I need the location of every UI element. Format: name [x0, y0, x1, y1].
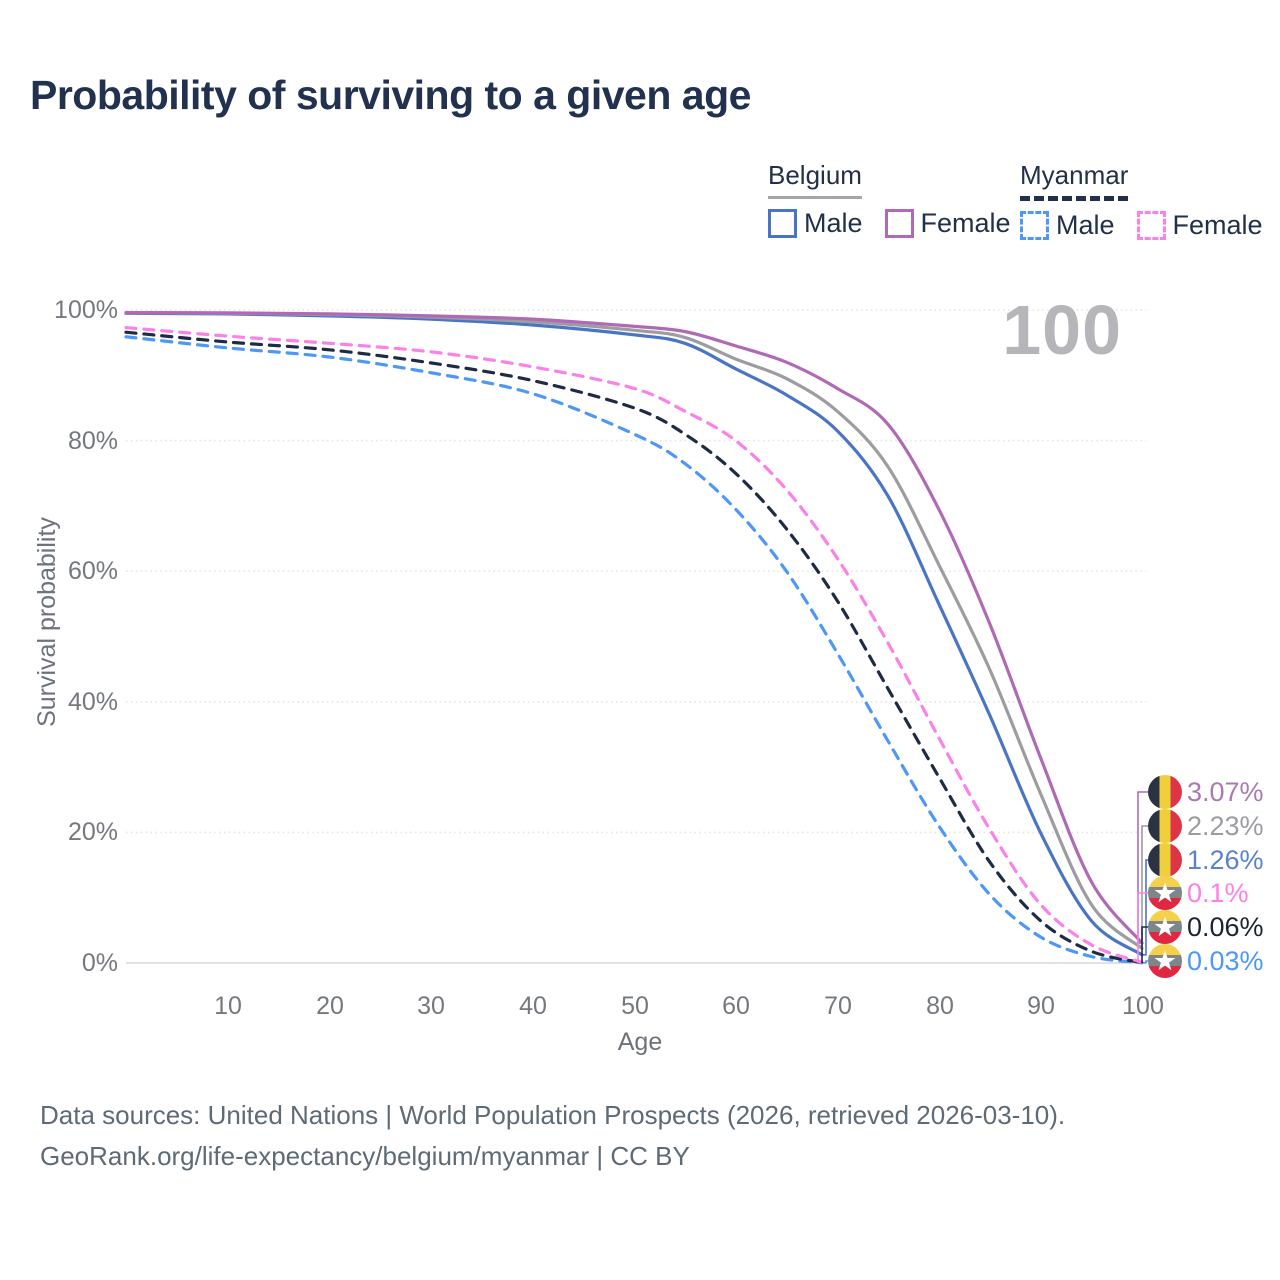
- belgium-flag-icon: [1148, 843, 1182, 877]
- y-tick: 100%: [54, 296, 118, 324]
- end-label-value: 2.23%: [1187, 810, 1264, 841]
- y-axis-title: Survival probability: [33, 517, 61, 727]
- end-label-value: 1.26%: [1187, 844, 1264, 875]
- x-tick: 30: [417, 992, 445, 1020]
- end-label-value: 0.06%: [1187, 911, 1264, 942]
- footer-line-2: GeoRank.org/life-expectancy/belgium/myan…: [40, 1141, 690, 1171]
- x-tick: 90: [1027, 992, 1055, 1020]
- myanmar-male-line-swatch: [1020, 211, 1049, 240]
- y-tick: 20%: [67, 818, 118, 846]
- legend-item-myanmar-female[interactable]: Female: [1136, 210, 1263, 241]
- legend-item-belgium-female[interactable]: Female: [884, 208, 1011, 239]
- myanmar-female-line-swatch: [1136, 211, 1166, 240]
- legend-item-belgium-male[interactable]: Male: [768, 208, 863, 239]
- legend-group-myanmar: Myanmar Male Female: [1020, 160, 1263, 241]
- x-tick: 100: [1122, 992, 1164, 1020]
- y-tick: 40%: [67, 688, 118, 716]
- x-axis-title: Age: [617, 1028, 663, 1056]
- x-tick: 20: [316, 992, 344, 1020]
- x-tick: 60: [722, 992, 750, 1020]
- footer-line-1: Data sources: United Nations | World Pop…: [40, 1100, 1066, 1130]
- end-label-belgium-both: 2.23%: [1148, 808, 1264, 844]
- legend-belgium-header: Belgium: [768, 160, 862, 199]
- myanmar-flag-icon: ★: [1148, 944, 1182, 978]
- end-label-belgium-male: 1.26%: [1148, 842, 1264, 878]
- belgium-male-line-swatch: [768, 209, 797, 238]
- star-icon: ★: [1152, 946, 1178, 976]
- legend-label: Female: [920, 208, 1011, 238]
- x-tick: 50: [621, 992, 649, 1020]
- belgium-flag-icon: [1148, 809, 1182, 843]
- y-tick: 60%: [67, 557, 118, 585]
- end-label-value: 0.1%: [1187, 877, 1249, 908]
- x-tick: 40: [519, 992, 547, 1020]
- myanmar-flag-icon: ★: [1148, 876, 1182, 910]
- legend-label: Male: [804, 208, 863, 238]
- y-tick: 80%: [67, 427, 118, 455]
- star-icon: ★: [1152, 912, 1178, 942]
- end-label-value: 0.03%: [1187, 945, 1264, 976]
- data-sources-footer: Data sources: United Nations | World Pop…: [40, 1095, 1065, 1177]
- x-tick: 70: [824, 992, 852, 1020]
- legend-label: Male: [1056, 210, 1115, 240]
- age-watermark: 100: [1002, 291, 1122, 369]
- end-label-myanmar-male: ★ 0.03%: [1148, 943, 1264, 979]
- x-tick: 80: [926, 992, 954, 1020]
- star-icon: ★: [1152, 878, 1178, 908]
- belgium-female-line-swatch: [884, 209, 914, 238]
- end-label-myanmar-female: ★ 0.1%: [1148, 875, 1249, 911]
- end-label-belgium-female: 3.07%: [1148, 774, 1264, 810]
- myanmar-flag-icon: ★: [1148, 910, 1182, 944]
- y-tick: 0%: [81, 949, 118, 977]
- end-label-myanmar-both: ★ 0.06%: [1148, 909, 1264, 945]
- belgium-flag-icon: [1148, 775, 1182, 809]
- legend-item-myanmar-male[interactable]: Male: [1020, 210, 1115, 241]
- page-title: Probability of surviving to a given age: [30, 72, 751, 118]
- legend-group-belgium: Belgium Male Female: [768, 160, 1011, 239]
- x-tick: 10: [214, 992, 242, 1020]
- legend-label: Female: [1172, 210, 1263, 240]
- legend-myanmar-header: Myanmar: [1020, 160, 1129, 201]
- end-label-value: 3.07%: [1187, 776, 1264, 807]
